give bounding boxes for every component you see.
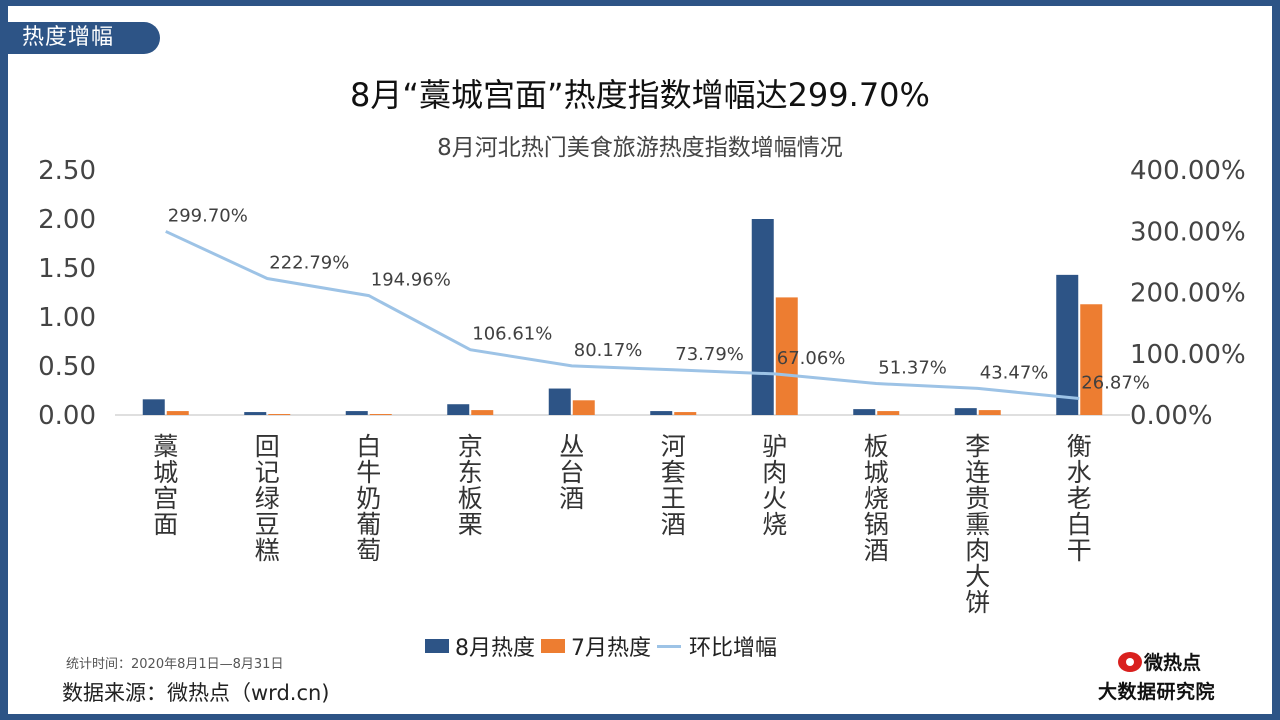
legend-swatch-aug [425,639,449,653]
bar-jul [268,414,291,415]
section-tag: 热度增幅 [8,22,160,54]
logo-subtitle: 大数据研究院 [1098,681,1216,703]
statistics-period: 统计时间：2020年8月1日—8月31日 [66,657,284,672]
logo-icon [1118,651,1142,672]
growth-data-label: 73.79% [675,344,744,365]
growth-data-label: 51.37% [878,358,947,379]
x-category-label: 白牛奶葡萄 [356,432,381,565]
logo-name: 微热点 [1144,652,1202,674]
y-tick-label: 0.50 [38,352,96,382]
x-category-label: 驴肉火烧 [762,432,787,539]
growth-data-label: 222.79% [269,253,349,274]
legend-item-growth: 环比增幅 [657,630,777,662]
growth-data-label: 106.61% [472,324,552,345]
y2-tick-label: 300.00% [1130,217,1246,247]
y-tick-label: 1.00 [38,303,96,333]
bar-jul [572,400,595,415]
legend-label-jul: 7月热度 [571,636,651,661]
bar-aug [751,219,774,415]
growth-data-label: 194.96% [371,270,451,291]
bar-aug [954,408,977,415]
chart-legend: 8月热度 7月热度 环比增幅 [425,630,783,662]
y-tick-label: 0.00 [38,401,96,431]
legend-swatch-jul [541,639,565,653]
growth-data-label: 26.87% [1081,373,1150,394]
growth-data-label: 80.17% [574,340,643,361]
y2-tick-label: 0.00% [1130,401,1213,431]
bar-aug [142,399,165,415]
growth-data-label: 43.47% [980,362,1049,383]
bar-jul [471,410,494,415]
bar-aug [244,412,267,415]
bar-jul [877,411,900,415]
x-category-label: 河套王酒 [661,432,686,539]
x-category-label: 板城烧锅酒 [864,432,889,565]
y-tick-label: 2.50 [38,156,96,186]
y2-tick-label: 400.00% [1130,156,1246,186]
x-category-label: 回记绿豆糕 [255,432,280,565]
bar-aug [853,409,876,415]
growth-data-label: 299.70% [168,205,248,226]
bar-jul [674,412,697,415]
y2-tick-label: 100.00% [1130,340,1246,370]
bar-aug [345,411,368,415]
bar-aug [447,404,470,415]
x-category-label: 丛台酒 [559,432,584,513]
x-category-label: 李连贵熏肉大饼 [965,432,990,617]
y2-tick-label: 200.00% [1130,279,1246,309]
data-source: 数据来源：微热点（wrd.cn) [62,681,330,705]
legend-label-aug: 8月热度 [455,636,535,661]
growth-data-label: 67.06% [777,348,846,369]
y-tick-label: 1.50 [38,254,96,284]
x-category-label: 京东板栗 [458,432,483,539]
legend-item-jul: 7月热度 [541,630,651,662]
bar-aug [548,388,571,415]
main-title: 8月“藁城宫面”热度指数增幅达299.70% [350,76,930,114]
bar-jul [775,297,798,415]
y-tick-label: 2.00 [38,205,96,235]
bar-jul [1080,304,1103,415]
logo-top: 微热点 [1118,648,1238,675]
x-category-label: 衡水老白干 [1067,432,1092,565]
x-category-label: 藁城宫面 [153,432,178,539]
brand-logo: 微热点 大数据研究院 [1098,648,1238,704]
chart-subtitle: 8月河北热门美食旅游热度指数增幅情况 [437,135,843,161]
legend-item-aug: 8月热度 [425,630,535,662]
growth-line [165,230,1080,401]
bar-jul [978,410,1001,415]
bar-aug [650,411,673,415]
bar-jul [369,414,392,415]
legend-swatch-growth [657,644,681,648]
bar-aug [1056,274,1079,415]
legend-label-growth: 环比增幅 [689,636,778,661]
bar-jul [166,411,189,415]
